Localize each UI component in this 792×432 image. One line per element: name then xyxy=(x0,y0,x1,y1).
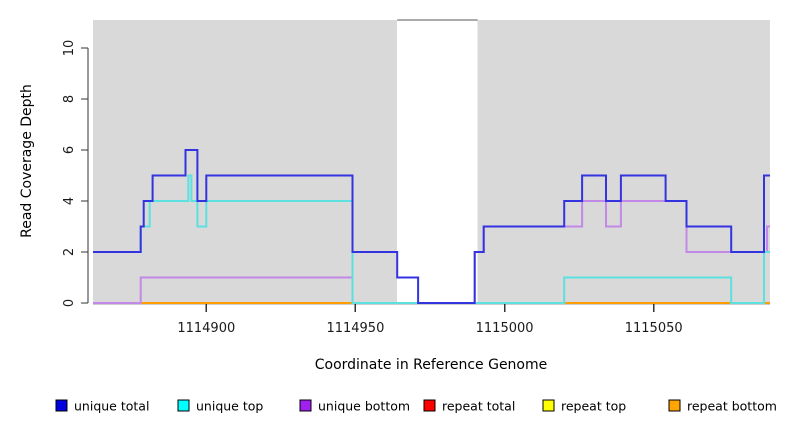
shaded-region xyxy=(477,20,770,303)
legend-item-unique-total: unique total xyxy=(55,399,149,414)
legend: unique total unique top unique bottom repea… xyxy=(55,399,777,414)
legend-swatch xyxy=(668,399,681,412)
y-tick-label: 4 xyxy=(62,197,77,205)
shaded-reference-regions xyxy=(93,19,770,303)
legend-item-label: unique bottom xyxy=(318,399,410,414)
legend-swatch xyxy=(177,399,190,412)
x-tick-label: 1115000 xyxy=(476,321,534,336)
y-tick-label: 6 xyxy=(62,146,77,154)
legend-item-label: unique top xyxy=(196,399,263,414)
legend-item-repeat-total: repeat total xyxy=(423,399,515,414)
y-tick-label: 0 xyxy=(62,299,77,307)
legend-item-unique-bottom: unique bottom xyxy=(299,399,410,414)
y-tick-label: 2 xyxy=(62,248,77,256)
legend-item-label: repeat bottom xyxy=(687,399,777,414)
legend-swatch xyxy=(55,399,68,412)
legend-swatch xyxy=(299,399,312,412)
legend-item-label: repeat total xyxy=(442,399,515,414)
legend-item-unique-top: unique top xyxy=(177,399,263,414)
legend-swatch xyxy=(423,399,436,412)
legend-item-repeat-top: repeat top xyxy=(542,399,626,414)
y-tick-label: 8 xyxy=(62,95,77,103)
shaded-region xyxy=(93,20,398,303)
legend-item-label: unique total xyxy=(74,399,149,414)
y-tick-label: 10 xyxy=(62,40,77,57)
y-axis-title: Read Coverage Depth xyxy=(19,84,35,238)
series-line-unique-top xyxy=(93,174,770,304)
x-tick-label: 1114900 xyxy=(177,321,235,336)
coverage-step-lines xyxy=(93,149,770,304)
series-line-unique-total xyxy=(93,149,770,304)
legend-item-label: repeat top xyxy=(561,399,626,414)
x-tick-label: 1114950 xyxy=(326,321,384,336)
x-axis-title: Coordinate in Reference Genome xyxy=(315,357,548,373)
x-tick-label: 1115050 xyxy=(625,321,683,336)
legend-swatch xyxy=(542,399,555,412)
legend-item-repeat-bottom: repeat bottom xyxy=(668,399,777,414)
